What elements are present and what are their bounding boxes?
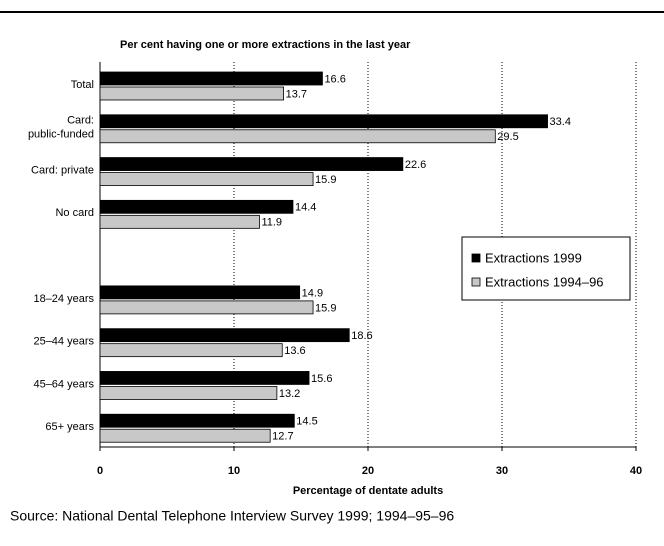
bar: [99, 114, 548, 129]
legend-swatch: [471, 277, 481, 287]
data-label: 15.9: [315, 302, 336, 314]
data-label: 13.6: [284, 345, 305, 357]
data-label: 18.6: [351, 330, 372, 342]
data-label: 15.9: [315, 174, 336, 186]
data-label: 11.9: [261, 217, 282, 229]
bar: [99, 428, 271, 443]
x-axis-label: Percentage of dentate adults: [293, 485, 443, 497]
y-tick-label: Card: private: [31, 164, 94, 176]
bar: [99, 214, 260, 229]
y-tick-label: Total: [71, 79, 94, 91]
data-label: 22.6: [405, 159, 426, 171]
data-label: 15.6: [311, 373, 332, 385]
bar: [99, 71, 323, 86]
bar: [99, 371, 310, 385]
data-label: 12.7: [272, 431, 293, 443]
x-tick-label: 40: [630, 465, 642, 477]
legend-label: Extractions 1994–96: [485, 274, 604, 289]
data-label: 29.5: [497, 131, 518, 143]
bar: [99, 129, 496, 144]
data-label: 14.4: [295, 202, 316, 214]
bar: [99, 386, 278, 400]
data-label: 13.2: [279, 388, 300, 400]
chart-title: Per cent having one or more extractions …: [120, 39, 411, 51]
y-tick-label: 45–64 years: [33, 378, 94, 390]
bar: [99, 413, 295, 428]
legend-swatch: [471, 253, 481, 263]
y-tick-label: 18–24 years: [33, 293, 94, 305]
y-tick-label: 25–44 years: [33, 336, 94, 348]
x-tick-label: 10: [228, 465, 240, 477]
bar: [99, 157, 404, 171]
y-tick-label: public-funded: [28, 129, 94, 141]
source: Source: National Dental Telephone Interv…: [10, 508, 454, 524]
data-label: 14.9: [302, 287, 323, 299]
bar: [99, 328, 350, 343]
bar: [99, 343, 283, 358]
bar: [99, 199, 294, 214]
legend-box: [461, 236, 631, 301]
y-tick-label: Card:: [67, 115, 94, 127]
y-tick-label: No card: [55, 207, 94, 219]
bar: [99, 285, 301, 300]
bar: [99, 300, 314, 315]
legend-label: Extractions 1999: [485, 250, 582, 265]
data-label: 33.4: [550, 116, 571, 128]
y-tick-label: 65+ years: [45, 421, 94, 433]
x-tick-label: 30: [496, 465, 508, 477]
x-tick-label: 0: [97, 465, 103, 477]
data-label: 16.6: [324, 73, 345, 85]
bar: [99, 172, 314, 186]
bar: [99, 86, 284, 101]
x-tick-label: 20: [362, 465, 374, 477]
data-label: 13.7: [286, 88, 307, 100]
data-label: 14.5: [296, 416, 317, 428]
